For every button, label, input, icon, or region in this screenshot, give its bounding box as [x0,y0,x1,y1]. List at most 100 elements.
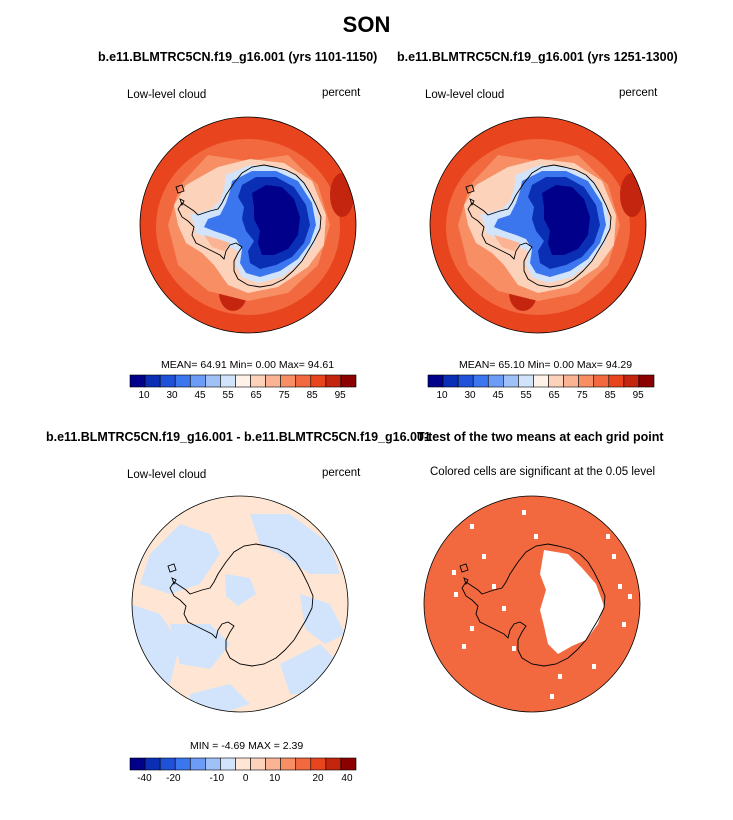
coastline [467,164,612,288]
colorbar-swatch [220,757,236,771]
colorbar-swatch [578,374,595,388]
not-significant-cell [592,664,596,669]
colorbar-tick-label: 10 [436,390,448,401]
negative-difference-region [300,594,345,644]
panel1-variable-label: Low-level cloud [127,89,207,101]
map-boundary [429,116,647,334]
not-significant-cell [522,510,526,515]
colorbar-tick-label: 10 [138,390,150,401]
panel1-polar-map [139,116,357,334]
colorbar-swatch [189,374,206,388]
colorbar-swatch [593,374,610,388]
colorbar-swatch [159,374,176,388]
plateau-minimum [252,185,300,255]
map-field [430,117,646,333]
colorbar-swatch [129,374,146,388]
colorbar-swatch [487,374,504,388]
colorbar-swatch [325,757,342,771]
colorbar-swatch [457,374,474,388]
colorbar-tick-label: -20 [166,773,181,784]
not-significant-cell [502,606,506,611]
coastline-island [463,577,469,586]
colorbar-swatch [608,374,625,388]
high-cloud-patch [330,173,354,217]
map-field [132,496,348,712]
colorbar-tick-label: -40 [137,773,152,784]
map-boundary [423,495,641,713]
high-cloud-patch [620,173,644,217]
colorbar-swatch [144,374,161,388]
coastline [169,543,314,667]
negative-difference-region [140,524,220,594]
panel1-colorbar [129,374,357,388]
colorbar-swatch [129,757,146,771]
panel3-colorbar [129,757,357,771]
not-significant-cell [454,592,458,597]
colorbar-swatch [427,374,444,388]
panel4-subtitle: Colored cells are significant at the 0.0… [430,466,656,478]
colorbar-swatch [250,374,266,388]
colorbar-tick-label: 75 [576,390,588,401]
colorbar-swatch [220,374,236,388]
not-significant-cell [628,594,632,599]
colorbar-tick-label: 95 [334,390,346,401]
not-significant-cell [470,524,474,529]
coastline [177,164,322,288]
panel2-variable-label: Low-level cloud [425,89,505,101]
panel3-stats: MIN = -4.69 MAX = 2.39 [190,740,304,752]
coastline [461,543,606,667]
colorbar-tick-label: 95 [632,390,644,401]
not-significant-region [540,550,604,654]
panel2-stats: MEAN= 65.10 Min= 0.00 Max= 94.29 [459,359,633,371]
not-significant-cell [606,534,610,539]
colorbar-tick-label: 65 [548,390,560,401]
colorbar-swatch [623,374,640,388]
colorbar-swatch [250,757,266,771]
colorbar-swatch [472,374,489,388]
not-significant-cell [492,584,496,589]
not-significant-cell [470,626,474,631]
colorbar-swatch [340,757,357,771]
colorbar-swatch [295,757,312,771]
colorbar-swatch [518,374,534,388]
colorbar-tick-label: 30 [464,390,476,401]
colorbar-swatch [280,374,297,388]
colorbar-swatch [265,757,281,771]
panel3-variable-label: Low-level cloud [127,469,207,481]
colorbar-swatch [189,757,206,771]
coastline-island [171,577,177,586]
panel3-title: b.e11.BLMTRC5CN.f19_g16.001 - b.e11.BLMT… [46,430,431,444]
colorbar-swatch [159,757,176,771]
not-significant-cell [482,554,486,559]
panel1-stats: MEAN= 64.91 Min= 0.00 Max= 94.61 [161,359,335,371]
not-significant-cell [534,534,538,539]
colorbar-swatch [503,374,519,388]
colorbar-swatch [144,757,161,771]
panel4-title: T-test of the two means at each grid poi… [417,430,664,444]
colorbar-tick-label: 85 [306,390,318,401]
panel2-polar-map [429,116,647,334]
colorbar-tick-label: 45 [492,390,504,401]
colorbar-swatch [340,374,357,388]
map-field [140,117,356,333]
colorbar-tick-label: 55 [222,390,234,401]
map-boundary [139,116,357,334]
colorbar-swatch [295,374,312,388]
negative-difference-region [225,574,256,606]
not-significant-cell [618,584,622,589]
plateau-minimum [542,185,590,255]
colorbar-tick-label: 45 [194,390,206,401]
not-significant-cell [622,622,626,627]
colorbar-tick-label: 75 [278,390,290,401]
colorbar-swatch [638,374,655,388]
panel2-units-label: percent [619,87,658,99]
colorbar-swatch [174,374,191,388]
ross-sea-patch [494,235,520,251]
colorbar-swatch [265,374,281,388]
coastline-island [465,184,475,194]
colorbar-tick-label: 20 [312,773,324,784]
colorbar-swatch [235,374,251,388]
colorbar-tick-label: 40 [341,773,353,784]
colorbar-tick-label: 30 [166,390,178,401]
colorbar-swatch [205,374,221,388]
